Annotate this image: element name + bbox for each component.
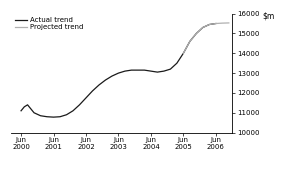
Text: $m: $m [262, 12, 275, 21]
Legend: Actual trend, Projected trend: Actual trend, Projected trend [15, 17, 83, 30]
